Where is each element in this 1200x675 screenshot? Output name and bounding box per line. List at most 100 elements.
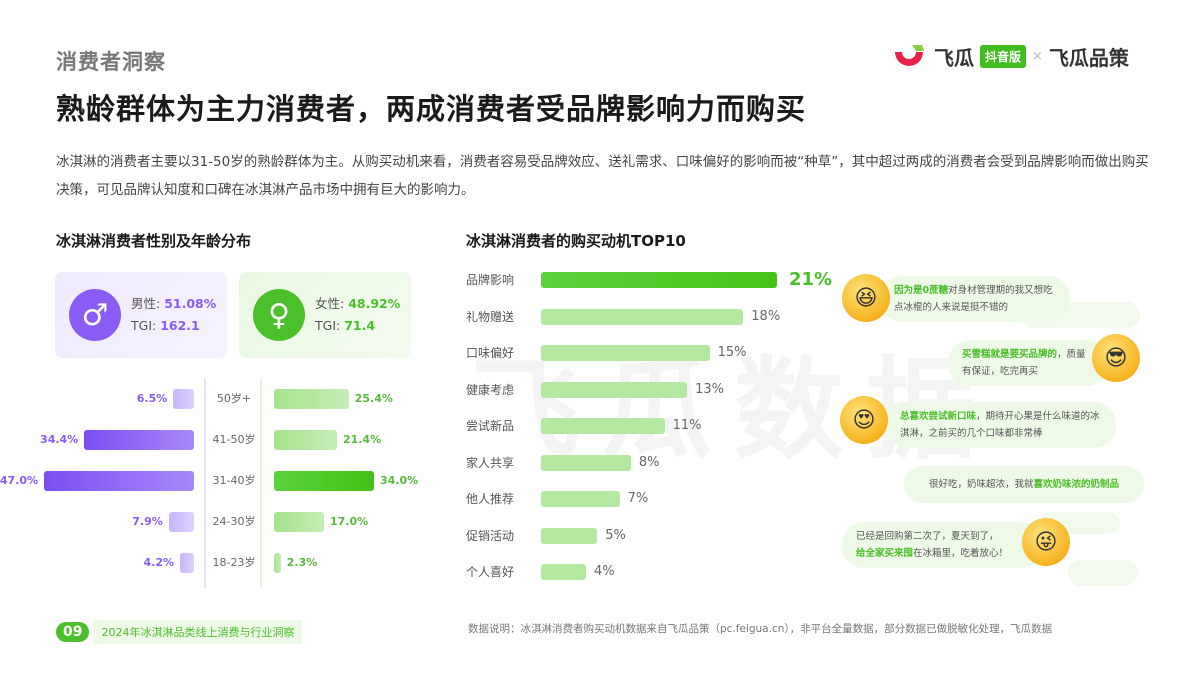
male-tgi-label: TGI: xyxy=(131,318,157,333)
female-tgi: 71.4 xyxy=(344,318,376,333)
age-label: 31-40岁 xyxy=(212,474,256,487)
female-age-bar xyxy=(274,389,349,409)
motive-value: 15% xyxy=(717,345,747,360)
age-label: 18-23岁 xyxy=(212,556,256,569)
age-label: 50岁+ xyxy=(216,392,252,405)
male-age-value: 4.2% xyxy=(143,556,174,569)
motive-label: 家人共享 xyxy=(466,455,515,470)
sunglasses-emoji-icon: 😎 xyxy=(1092,334,1140,382)
male-label: 男性: xyxy=(131,296,161,311)
male-age-value: 7.9% xyxy=(132,515,163,528)
female-symbol-icon: ♀ xyxy=(253,289,305,341)
female-label: 女性: xyxy=(315,296,345,311)
motive-label: 品牌影响 xyxy=(466,273,515,287)
motive-row: 品牌影响 21% xyxy=(466,270,836,290)
female-age-bar xyxy=(274,553,281,573)
page-title: 熟龄群体为主力消费者，两成消费者受品牌影响力而购买 xyxy=(56,92,807,126)
motive-bar xyxy=(541,418,665,434)
brand-badge: 抖音版 xyxy=(980,45,1027,68)
motive-value: 5% xyxy=(605,527,626,543)
motive-label: 个人喜好 xyxy=(466,565,515,579)
motive-value: 11% xyxy=(672,418,702,433)
female-age-value: 21.4% xyxy=(342,433,382,446)
motive-label: 礼物赠送 xyxy=(466,309,515,324)
male-age-bar xyxy=(84,430,194,450)
male-tgi: 162.1 xyxy=(160,318,200,333)
motive-bar xyxy=(541,272,777,288)
age-distribution-chart: 6.5% 50岁+ 25.4% 34.4% 41-50岁 21.4% 47.0% 31-40岁… xyxy=(0,378,430,588)
logo-separator: × xyxy=(1032,49,1043,64)
brand-name: 飞瓜 xyxy=(934,46,974,70)
motive-label: 尝试新品 xyxy=(466,419,515,433)
female-value: 48.92% xyxy=(348,296,401,311)
motive-value: 4% xyxy=(593,564,615,579)
motive-bar xyxy=(541,564,586,580)
motive-row: 个人喜好 4% xyxy=(466,562,836,582)
gender-age-title: 冰淇淋消费者性别及年龄分布 xyxy=(56,232,252,250)
age-row: 6.5% 50岁+ 25.4% xyxy=(40,388,430,410)
motive-row: 礼物赠送 18% xyxy=(466,307,836,327)
male-age-bar xyxy=(168,512,194,532)
male-card: ♂ 男性: 51.08% TGI: 162.1 xyxy=(55,272,227,358)
section-label: 消费者洞察 xyxy=(56,50,166,74)
age-row: 7.9% 24-30岁 17.0% xyxy=(40,511,430,533)
heart-eyes-emoji-icon: 😍 xyxy=(840,396,888,444)
decor-pill xyxy=(1068,560,1138,586)
female-age-bar xyxy=(274,471,374,491)
axis-divider-male xyxy=(204,378,206,588)
motive-bar xyxy=(541,527,598,544)
motive-bar xyxy=(541,308,744,325)
comment-bubble: 很好吃，奶味超浓，我就喜欢奶味浓的奶制品 xyxy=(904,466,1144,503)
comment-bubble: 总喜欢尝试新口味，期待开心果是什么味道的冰淇淋，之前买的几个口味都非常棒 xyxy=(886,402,1116,448)
female-age-bar xyxy=(274,512,324,532)
female-age-value: 17.0% xyxy=(330,515,369,528)
motive-label: 促销活动 xyxy=(466,528,515,543)
report-title: 2024年冰淇淋品类线上消费与行业洞察 xyxy=(93,620,303,644)
male-age-value: 47.0% xyxy=(0,474,38,487)
age-label: 24-30岁 xyxy=(212,515,256,528)
brand-logo: 飞瓜 抖音版 × 飞瓜品策 xyxy=(892,42,1129,71)
axis-divider-female xyxy=(260,378,262,588)
motive-label: 口味偏好 xyxy=(466,346,515,360)
motive-row: 促销活动 5% xyxy=(466,526,836,546)
male-age-bar xyxy=(180,553,194,573)
description: 冰淇淋的消费者主要以31-50岁的熟龄群体为主。从购买动机来看，消费者容易受品牌… xyxy=(56,154,1149,198)
motive-row: 口味偏好 15% xyxy=(466,343,836,363)
motive-bar xyxy=(541,491,620,507)
motive-value: 18% xyxy=(751,308,781,324)
motive-title: 冰淇淋消费者的购买动机TOP10 xyxy=(466,232,686,250)
motive-row: 健康考虑 13% xyxy=(466,380,836,400)
motive-label: 健康考虑 xyxy=(466,382,515,397)
motive-row: 他人推荐 7% xyxy=(466,489,836,509)
male-symbol-icon: ♂ xyxy=(69,289,121,341)
comment-bubble: 已经是回购第二次了，夏天到了， 给全家买来囤在冰箱里，吃着放心！ xyxy=(842,522,1042,568)
female-age-value: 25.4% xyxy=(354,392,393,405)
winking-tongue-emoji-icon: 😜 xyxy=(1022,518,1070,566)
comment-bubble: 因为是0蔗糖对身材管理期的我又想吃点冰棍的人来说是挺不错的 xyxy=(880,276,1070,322)
male-value: 51.08% xyxy=(164,296,217,311)
partner-name: 飞瓜品策 xyxy=(1048,46,1129,70)
motive-value: 7% xyxy=(627,491,649,506)
male-age-value: 34.4% xyxy=(40,433,79,446)
motive-value: 8% xyxy=(638,454,660,470)
female-card: ♀ 女性: 48.92% TGI: 71.4 xyxy=(239,272,411,358)
female-age-bar xyxy=(274,430,337,450)
motive-bar xyxy=(541,381,688,398)
comment-bubble: 买雪糕就是要买品牌的，质量有保证，吃完再买 xyxy=(948,340,1108,386)
age-row: 47.0% 31-40岁 34.0% xyxy=(0,470,430,492)
motive-label: 他人推荐 xyxy=(466,492,515,506)
feigua-logo-icon xyxy=(892,43,928,71)
motive-value: 13% xyxy=(695,381,724,397)
male-age-value: 6.5% xyxy=(136,392,168,405)
age-row: 34.4% 41-50岁 21.4% xyxy=(40,429,430,451)
laughing-emoji-icon: 😆 xyxy=(842,274,890,322)
footer-badge: 09 2024年冰淇淋品类线上消费与行业洞察 xyxy=(56,620,303,644)
male-age-bar xyxy=(173,389,194,409)
female-age-value: 34.0% xyxy=(380,474,419,487)
motive-value: 21% xyxy=(789,269,833,290)
age-label: 41-50岁 xyxy=(212,433,256,446)
data-note: 数据说明：冰淇淋消费者购买动机数据来自飞瓜品策（pc.feigua.cn），非平… xyxy=(468,623,1053,635)
motive-row: 尝试新品 11% xyxy=(466,416,836,436)
motive-row: 家人共享 8% xyxy=(466,453,836,473)
motive-bar xyxy=(541,454,631,471)
